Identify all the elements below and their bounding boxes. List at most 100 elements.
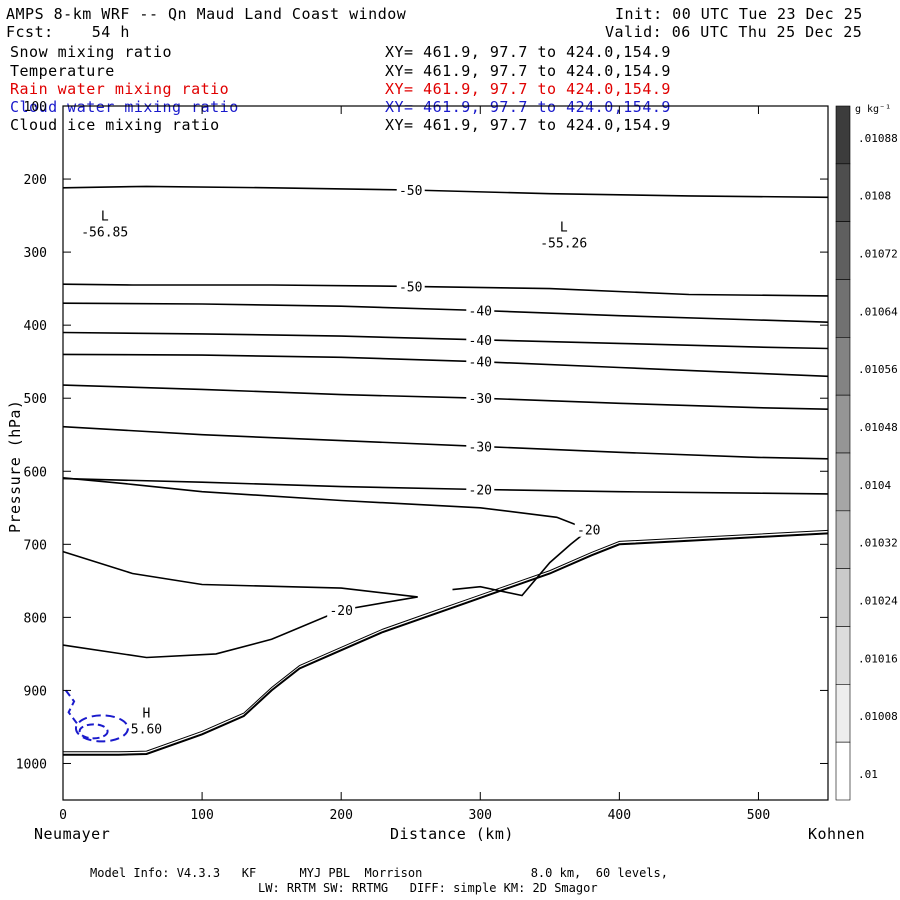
x-tick-label: 300 (469, 808, 492, 823)
temperature-contour (62, 384, 829, 410)
colorbar-label: .0104 (858, 479, 891, 492)
contour-label-bg (466, 332, 495, 347)
field-name: Temperature (10, 62, 115, 80)
contour-label-bg (466, 482, 495, 497)
terrain-surface-line (63, 532, 829, 756)
x-tick-label: 500 (747, 808, 770, 823)
temperature-contour (62, 477, 591, 597)
colorbar-label: .0108 (858, 190, 891, 203)
colorbar-segment (835, 452, 851, 512)
colorbar-label: .01024 (858, 594, 898, 607)
forecast-hour: Fcst: 54 h (6, 23, 130, 41)
colorbar-segment (835, 105, 851, 165)
x-tick-label: 100 (190, 808, 213, 823)
colorbar-label: .01032 (858, 537, 898, 550)
extremum-marker: H (143, 706, 151, 721)
temperature-contour (62, 185, 829, 199)
temperature-contour (62, 283, 829, 297)
field-xy: XY= 461.9, 97.7 to 424.0,154.9 (385, 43, 671, 61)
cloud-water-contour (74, 714, 129, 743)
temperature-contour (62, 550, 418, 659)
field-xy: XY= 461.9, 97.7 to 424.0,154.9 (385, 98, 671, 116)
colorbar-label: .01048 (858, 421, 898, 434)
y-tick-label: 1000 (16, 757, 47, 772)
colorbar-segment (835, 741, 851, 801)
terrain-layer (63, 529, 829, 756)
y-tick-label: 900 (24, 684, 47, 699)
valid-time: Valid: 06 UTC Thu 25 Dec 25 (605, 23, 863, 41)
field-xy: XY= 461.9, 97.7 to 424.0,154.9 (385, 62, 671, 80)
y-tick-label: 100 (24, 100, 47, 115)
contour-label-bg (574, 522, 603, 537)
physics-info: LW: RRTM SW: RRTMG DIFF: simple KM: 2D S… (258, 881, 598, 895)
colorbar-label: .01088 (858, 132, 898, 145)
cloud-water-layer (65, 689, 129, 743)
contour-label-bg (466, 391, 495, 406)
contour-label: -50 (399, 184, 422, 199)
y-tick-label: 400 (24, 319, 47, 334)
start-location-label: Neumayer (34, 825, 111, 843)
extremum-marker: L (560, 221, 568, 236)
colorbar-segment (835, 337, 851, 396)
contour-label: -40 (469, 305, 492, 320)
colorbar-unit: g kg⁻¹ (855, 104, 891, 115)
field-xy: XY= 461.9, 97.7 to 424.0,154.9 (385, 116, 671, 134)
y-tick-label: 800 (24, 611, 47, 626)
y-tick-label: 600 (24, 465, 47, 480)
colorbar-label: .01072 (858, 247, 898, 260)
contour-label: -50 (399, 280, 422, 295)
terrain-secondary-line (63, 529, 829, 753)
field-name: Rain water mixing ratio (10, 80, 230, 98)
y-tick-label: 700 (24, 538, 47, 553)
contour-label: -30 (469, 392, 492, 407)
colorbar: .01088 .0108 .01072 .01064 .01056 .01048 .0104… (835, 104, 898, 801)
y-tick-label: 300 (24, 246, 47, 261)
colorbar-segment (835, 221, 851, 280)
model-info: Model Info: V4.3.3 KF MYJ PBL Morrison 8… (90, 866, 668, 880)
colorbar-label: .01008 (858, 710, 898, 723)
contour-label: -20 (469, 484, 492, 499)
x-tick-label: 400 (608, 808, 631, 823)
contour-label-bg (466, 439, 495, 454)
contour-label-bg (396, 183, 425, 198)
contour-layer: -50-50-40-40-40-30-30-20-20-20L-56.85 L-5… (62, 183, 829, 737)
colorbar-label: .01064 (858, 305, 898, 318)
colorbar-segment (835, 394, 851, 454)
colorbar-label: .01 (858, 768, 878, 781)
contour-label-bg (327, 603, 356, 618)
temperature-contour (62, 477, 829, 495)
y-tick-label: 500 (24, 392, 47, 407)
extremum-marker: L (101, 210, 109, 225)
extremum-value: 5.60 (131, 722, 162, 737)
contour-label: -20 (329, 604, 352, 619)
init-time: Init: 00 UTC Tue 23 Dec 25 (615, 5, 863, 23)
colorbar-segment (835, 684, 851, 743)
x-tick-label: 200 (329, 808, 352, 823)
colorbar-segment (835, 163, 851, 222)
y-axis-label: Pressure (hPa) (6, 399, 24, 533)
x-axis-label: Distance (km) (390, 825, 514, 843)
contour-label-bg (466, 303, 495, 318)
colorbar-segment (835, 568, 851, 627)
field-name: Cloud ice mixing ratio (10, 116, 220, 134)
field-xy: XY= 461.9, 97.7 to 424.0,154.9 (385, 80, 671, 98)
cloud-water-contour (65, 689, 78, 724)
y-tick-label: 200 (24, 173, 47, 188)
field-name: Snow mixing ratio (10, 43, 173, 61)
temperature-contour (62, 302, 829, 323)
page-title: AMPS 8-km WRF -- Qn Maud Land Coast wind… (6, 5, 407, 23)
contour-label: -40 (469, 334, 492, 349)
x-tick-label: 0 (59, 808, 67, 823)
colorbar-segment (835, 279, 851, 338)
plot-frame (62, 105, 829, 801)
colorbar-label: .01016 (858, 652, 898, 665)
temperature-contour (62, 353, 829, 378)
temperature-contour (62, 425, 829, 460)
colorbar-label: .01056 (858, 363, 898, 376)
contour-label: -40 (469, 356, 492, 371)
extremum-value: -56.85 (81, 226, 128, 241)
colorbar-segment (835, 510, 851, 569)
field-name: Cloud water mixing ratio (10, 98, 239, 116)
contour-label-bg (396, 279, 425, 294)
